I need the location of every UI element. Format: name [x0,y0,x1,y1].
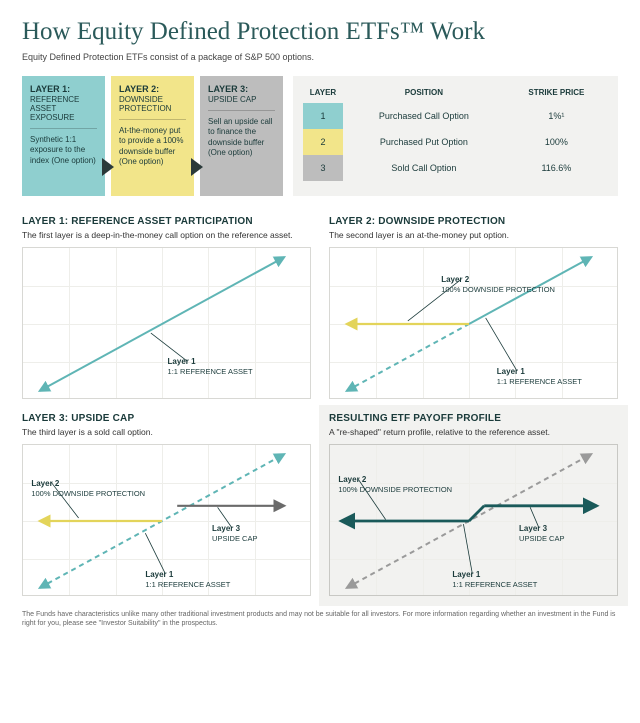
chart-label: Layer 1 [145,570,173,579]
chevron-right-icon [191,158,203,176]
layer-box-title: LAYER 1: [30,84,97,94]
layer-box-3: LAYER 3:UPSIDE CAP Sell an upside call to… [200,76,283,196]
table-row: 1Purchased Call Option1%¹ [303,103,608,129]
chart-area: Layer 11:1 REFERENCE ASSET [22,247,311,399]
layer-box-sub: UPSIDE CAP [208,95,275,104]
chart-block-1: LAYER 1: REFERENCE ASSET PARTICIPATION Th… [22,216,311,399]
chart-desc: The third layer is a sold call option. [22,427,311,438]
chart-sublabel: 100% DOWNSIDE PROTECTION [31,489,145,498]
chart-sublabel: 100% DOWNSIDE PROTECTION [441,285,555,294]
table-header: POSITION [343,84,505,103]
chart-area: Layer 2100% DOWNSIDE PROTECTION Layer 3UP… [22,444,311,596]
chart-label: Layer 2 [338,475,366,484]
layer-box-title: LAYER 3: [208,84,275,94]
layer-box-title: LAYER 2: [119,84,186,94]
layer-box-sub: DOWNSIDE PROTECTION [119,95,186,113]
chart-sublabel: 100% DOWNSIDE PROTECTION [338,485,452,494]
chevron-right-icon [102,158,114,176]
chart-block-4: RESULTING ETF PAYOFF PROFILE A "re-shaped… [319,405,628,606]
chart-sublabel: 1:1 REFERENCE ASSET [145,580,230,589]
layer-box-body: Synthetic 1:1 exposure to the index (One… [30,135,97,166]
table-cell-layer: 1 [303,103,343,129]
layer-box-sub: REFERENCE ASSET EXPOSURE [30,95,97,122]
chart-label: Layer 3 [519,524,547,533]
chart-title: RESULTING ETF PAYOFF PROFILE [329,413,618,424]
chart-desc: A "re-shaped" return profile, relative t… [329,427,618,438]
table-cell-layer: 3 [303,155,343,181]
chart-desc: The first layer is a deep-in-the-money c… [22,230,311,241]
chart-area: Layer 2100% DOWNSIDE PROTECTION Layer 11:… [329,247,618,399]
chart-label: Layer 1 [497,367,525,376]
chart-area: Layer 2100% DOWNSIDE PROTECTION Layer 3UP… [329,444,618,596]
chart-title: LAYER 2: DOWNSIDE PROTECTION [329,216,618,227]
chart-block-2: LAYER 2: DOWNSIDE PROTECTION The second l… [329,216,618,399]
chart-label: Layer 1 [452,570,480,579]
table-cell-position: Purchased Call Option [343,103,505,129]
chart-title: LAYER 3: UPSIDE CAP [22,413,311,424]
chart-desc: The second layer is an at-the-money put … [329,230,618,241]
layer-box-body: At-the-money put to provide a 100% downs… [119,126,186,168]
table-cell-strike: 1%¹ [505,103,608,129]
top-row: LAYER 1:REFERENCE ASSET EXPOSURE Syntheti… [22,76,618,196]
footnote: The Funds have characteristics unlike ma… [22,610,618,628]
table-cell-position: Sold Call Option [343,155,505,181]
table-cell-layer: 2 [303,129,343,155]
chart-title: LAYER 1: REFERENCE ASSET PARTICIPATION [22,216,311,227]
table-header: STRIKE PRICE [505,84,608,103]
chart-sublabel: UPSIDE CAP [212,534,257,543]
page-title: How Equity Defined Protection ETFs™ Work [22,18,618,46]
layer-box-body: Sell an upside call to finance the downs… [208,117,275,159]
table-cell-strike: 100% [505,129,608,155]
layer-box-2: LAYER 2:DOWNSIDE PROTECTION At-the-money … [111,76,194,196]
chart-sublabel: 1:1 REFERENCE ASSET [168,367,253,376]
chart-sublabel: 1:1 REFERENCE ASSET [497,377,582,386]
table-header: LAYER [303,84,343,103]
chart-block-3: LAYER 3: UPSIDE CAP The third layer is a … [22,413,311,596]
layer-table: LAYERPOSITIONSTRIKE PRICE1Purchased Call… [303,84,608,181]
chart-sublabel: 1:1 REFERENCE ASSET [452,580,537,589]
layer-table-wrap: LAYERPOSITIONSTRIKE PRICE1Purchased Call… [293,76,618,196]
layer-boxes: LAYER 1:REFERENCE ASSET EXPOSURE Syntheti… [22,76,283,196]
chart-sublabel: UPSIDE CAP [519,534,564,543]
chart-label: Layer 2 [441,275,469,284]
table-row: 3Sold Call Option116.6% [303,155,608,181]
layer-box-1: LAYER 1:REFERENCE ASSET EXPOSURE Syntheti… [22,76,105,196]
table-row: 2Purchased Put Option100% [303,129,608,155]
charts-grid: LAYER 1: REFERENCE ASSET PARTICIPATION Th… [22,216,618,596]
chart-label: Layer 1 [168,357,196,366]
table-cell-strike: 116.6% [505,155,608,181]
chart-label: Layer 2 [31,479,59,488]
chart-label: Layer 3 [212,524,240,533]
table-cell-position: Purchased Put Option [343,129,505,155]
page-subtitle: Equity Defined Protection ETFs consist o… [22,52,618,62]
